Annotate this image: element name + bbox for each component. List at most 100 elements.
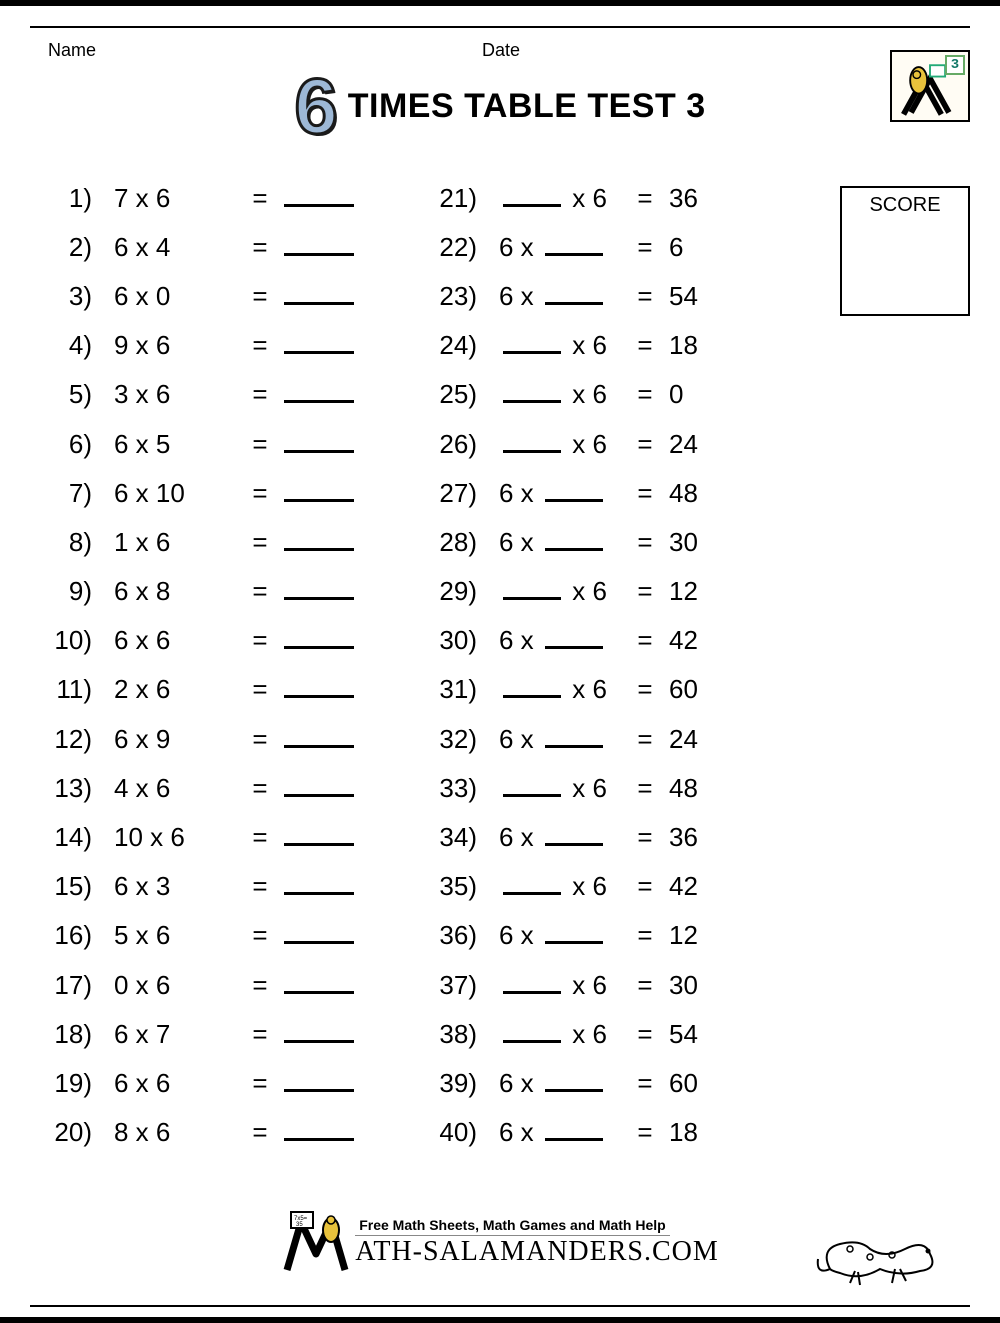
answer-blank[interactable] (280, 873, 370, 899)
problem-expression: x 6 (485, 873, 625, 899)
problem-result: 60 (665, 676, 755, 702)
answer-blank[interactable] (280, 676, 370, 702)
factor-blank[interactable] (545, 538, 603, 551)
problem-row: 39)6 x =60 (425, 1058, 800, 1107)
problem-expression: 0 x 6 (100, 972, 240, 998)
problem-number: 20) (40, 1119, 100, 1145)
answer-blank[interactable] (280, 1119, 370, 1145)
equals-sign: = (240, 1119, 280, 1145)
answer-blank[interactable] (280, 1021, 370, 1047)
footer-logo: 7x5= 35 Free Math Sheets, Math Games and… (281, 1208, 719, 1278)
problem-row: 30)6 x =42 (425, 616, 800, 665)
problem-expression: 6 x 10 (100, 480, 240, 506)
equals-sign: = (625, 529, 665, 555)
answer-blank[interactable] (280, 185, 370, 211)
problem-number: 27) (425, 480, 485, 506)
answer-blank[interactable] (280, 922, 370, 948)
factor-blank[interactable] (503, 1030, 561, 1043)
answer-blank[interactable] (280, 332, 370, 358)
problem-expression: 6 x 7 (100, 1021, 240, 1047)
problem-expression: x 6 (485, 381, 625, 407)
factor-blank[interactable] (545, 636, 603, 649)
factor-blank[interactable] (545, 1079, 603, 1092)
problem-result: 60 (665, 1070, 755, 1096)
problem-row: 23)6 x =54 (425, 271, 800, 320)
answer-blank[interactable] (280, 775, 370, 801)
equals-sign: = (240, 283, 280, 309)
right-column: 21) x 6=3622)6 x =623)6 x =5424) x 6=182… (425, 173, 800, 1157)
answer-blank[interactable] (280, 726, 370, 752)
problem-number: 26) (425, 431, 485, 457)
problem-row: 13)4 x 6= (40, 763, 415, 812)
problem-expression: 9 x 6 (100, 332, 240, 358)
answer-blank[interactable] (280, 578, 370, 604)
factor-blank[interactable] (503, 784, 561, 797)
answer-blank[interactable] (280, 627, 370, 653)
problem-number: 35) (425, 873, 485, 899)
factor-blank[interactable] (503, 685, 561, 698)
problem-row: 26) x 6=24 (425, 419, 800, 468)
problem-number: 3) (40, 283, 100, 309)
problem-expression: 3 x 6 (100, 381, 240, 407)
factor-blank[interactable] (545, 735, 603, 748)
problem-expression: 10 x 6 (100, 824, 240, 850)
problem-expression: 6 x 8 (100, 578, 240, 604)
problem-expression: 6 x 6 (100, 627, 240, 653)
factor-blank[interactable] (545, 931, 603, 944)
problem-row: 20)8 x 6= (40, 1108, 415, 1157)
problem-number: 29) (425, 578, 485, 604)
equals-sign: = (240, 873, 280, 899)
factor-blank[interactable] (503, 341, 561, 354)
factor-blank[interactable] (545, 243, 603, 256)
factor-blank[interactable] (503, 587, 561, 600)
problem-row: 12)6 x 9= (40, 714, 415, 763)
footer-brand: ATH-SALAMANDERS.COM (355, 1236, 719, 1268)
factor-blank[interactable] (503, 440, 561, 453)
problem-number: 11) (40, 676, 100, 702)
problem-number: 31) (425, 676, 485, 702)
problem-result: 54 (665, 1021, 755, 1047)
factor-blank[interactable] (545, 833, 603, 846)
factor-blank[interactable] (503, 981, 561, 994)
factor-blank[interactable] (503, 194, 561, 207)
equals-sign: = (625, 480, 665, 506)
problem-row: 35) x 6=42 (425, 862, 800, 911)
problem-expression: 6 x (485, 234, 625, 260)
factor-blank[interactable] (503, 390, 561, 403)
factor-blank[interactable] (503, 882, 561, 895)
problem-result: 18 (665, 332, 755, 358)
answer-blank[interactable] (280, 972, 370, 998)
answer-blank[interactable] (280, 480, 370, 506)
equals-sign: = (625, 332, 665, 358)
salamander-icon (810, 1199, 950, 1289)
answer-blank[interactable] (280, 283, 370, 309)
problem-result: 48 (665, 480, 755, 506)
problem-number: 24) (425, 332, 485, 358)
left-column: 1)7 x 6=2)6 x 4=3)6 x 0=4)9 x 6=5)3 x 6=… (40, 173, 415, 1157)
equals-sign: = (625, 578, 665, 604)
problem-row: 28)6 x =30 (425, 517, 800, 566)
equals-sign: = (625, 873, 665, 899)
problem-expression: 4 x 6 (100, 775, 240, 801)
problem-number: 37) (425, 972, 485, 998)
title-row: 6 TIMES TABLE TEST 3 (30, 67, 970, 145)
problem-result: 36 (665, 185, 755, 211)
answer-blank[interactable] (280, 529, 370, 555)
problem-number: 30) (425, 627, 485, 653)
problem-number: 9) (40, 578, 100, 604)
answer-blank[interactable] (280, 234, 370, 260)
problem-expression: 6 x (485, 824, 625, 850)
answer-blank[interactable] (280, 1070, 370, 1096)
top-rule (30, 26, 970, 28)
factor-blank[interactable] (545, 1128, 603, 1141)
factor-blank[interactable] (545, 292, 603, 305)
problem-row: 34)6 x =36 (425, 812, 800, 861)
problem-row: 18)6 x 7= (40, 1009, 415, 1058)
equals-sign: = (625, 1070, 665, 1096)
problem-expression: 6 x 5 (100, 431, 240, 457)
problem-expression: x 6 (485, 972, 625, 998)
answer-blank[interactable] (280, 431, 370, 457)
factor-blank[interactable] (545, 489, 603, 502)
answer-blank[interactable] (280, 824, 370, 850)
answer-blank[interactable] (280, 381, 370, 407)
